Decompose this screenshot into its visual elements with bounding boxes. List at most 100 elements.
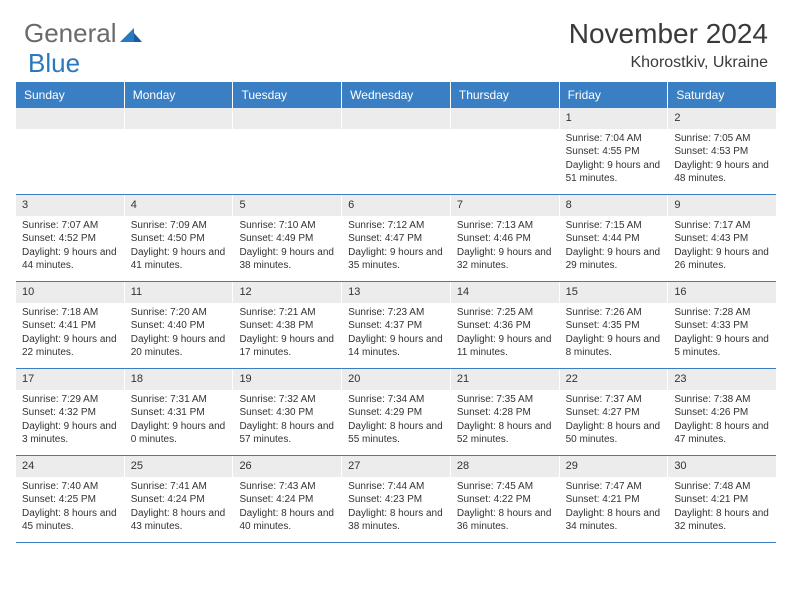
- sunrise-text: Sunrise: 7:47 AM: [566, 480, 662, 494]
- daylight-text: Daylight: 9 hours and 26 minutes.: [674, 246, 770, 273]
- daylight-text: Daylight: 9 hours and 29 minutes.: [566, 246, 662, 273]
- sunrise-text: Sunrise: 7:12 AM: [348, 219, 444, 233]
- day-cell-body: Sunrise: 7:41 AMSunset: 4:24 PMDaylight:…: [125, 477, 233, 540]
- sunset-text: Sunset: 4:41 PM: [22, 319, 118, 333]
- day-cell: 19Sunrise: 7:32 AMSunset: 4:30 PMDayligh…: [233, 369, 342, 455]
- weekday-header-row: Sunday Monday Tuesday Wednesday Thursday…: [16, 82, 776, 108]
- day-number: 28: [451, 456, 559, 477]
- day-cell-body: Sunrise: 7:25 AMSunset: 4:36 PMDaylight:…: [451, 303, 559, 366]
- day-number: 8: [560, 195, 668, 216]
- day-cell-body: Sunrise: 7:48 AMSunset: 4:21 PMDaylight:…: [668, 477, 776, 540]
- daylight-text: Daylight: 9 hours and 5 minutes.: [674, 333, 770, 360]
- day-cell: 27Sunrise: 7:44 AMSunset: 4:23 PMDayligh…: [342, 456, 451, 542]
- day-number: 4: [125, 195, 233, 216]
- day-cell: 28Sunrise: 7:45 AMSunset: 4:22 PMDayligh…: [451, 456, 560, 542]
- day-cell: 5Sunrise: 7:10 AMSunset: 4:49 PMDaylight…: [233, 195, 342, 281]
- sunset-text: Sunset: 4:50 PM: [131, 232, 227, 246]
- day-cell-body: Sunrise: 7:12 AMSunset: 4:47 PMDaylight:…: [342, 216, 450, 279]
- daylight-text: Daylight: 8 hours and 40 minutes.: [239, 507, 335, 534]
- daylight-text: Daylight: 9 hours and 41 minutes.: [131, 246, 227, 273]
- day-cell-body: Sunrise: 7:38 AMSunset: 4:26 PMDaylight:…: [668, 390, 776, 453]
- day-cell: 1Sunrise: 7:04 AMSunset: 4:55 PMDaylight…: [560, 108, 669, 194]
- sunrise-text: Sunrise: 7:20 AM: [131, 306, 227, 320]
- logo-triangle-icon: [120, 18, 142, 49]
- daylight-text: Daylight: 9 hours and 38 minutes.: [239, 246, 335, 273]
- day-cell: 8Sunrise: 7:15 AMSunset: 4:44 PMDaylight…: [560, 195, 669, 281]
- day-cell: 29Sunrise: 7:47 AMSunset: 4:21 PMDayligh…: [560, 456, 669, 542]
- weekday-header: Friday: [560, 82, 669, 108]
- sunrise-text: Sunrise: 7:10 AM: [239, 219, 335, 233]
- weeks-container: 1Sunrise: 7:04 AMSunset: 4:55 PMDaylight…: [16, 108, 776, 543]
- sunrise-text: Sunrise: 7:13 AM: [457, 219, 553, 233]
- day-cell-body: Sunrise: 7:10 AMSunset: 4:49 PMDaylight:…: [233, 216, 341, 279]
- day-cell-body: Sunrise: 7:28 AMSunset: 4:33 PMDaylight:…: [668, 303, 776, 366]
- sunset-text: Sunset: 4:36 PM: [457, 319, 553, 333]
- day-number: 18: [125, 369, 233, 390]
- sunrise-text: Sunrise: 7:40 AM: [22, 480, 118, 494]
- day-cell-body: Sunrise: 7:43 AMSunset: 4:24 PMDaylight:…: [233, 477, 341, 540]
- day-number: 19: [233, 369, 341, 390]
- sunset-text: Sunset: 4:44 PM: [566, 232, 662, 246]
- sunrise-text: Sunrise: 7:37 AM: [566, 393, 662, 407]
- weekday-header: Thursday: [451, 82, 560, 108]
- day-cell: 30Sunrise: 7:48 AMSunset: 4:21 PMDayligh…: [668, 456, 776, 542]
- sunrise-text: Sunrise: 7:38 AM: [674, 393, 770, 407]
- day-cell-body: Sunrise: 7:31 AMSunset: 4:31 PMDaylight:…: [125, 390, 233, 453]
- sunset-text: Sunset: 4:43 PM: [674, 232, 770, 246]
- day-cell-body: Sunrise: 7:32 AMSunset: 4:30 PMDaylight:…: [233, 390, 341, 453]
- daylight-text: Daylight: 9 hours and 20 minutes.: [131, 333, 227, 360]
- day-number: 22: [560, 369, 668, 390]
- day-number: 11: [125, 282, 233, 303]
- day-number: 10: [16, 282, 124, 303]
- logo-text-general: General: [24, 18, 117, 49]
- week-row: 10Sunrise: 7:18 AMSunset: 4:41 PMDayligh…: [16, 282, 776, 369]
- sunset-text: Sunset: 4:46 PM: [457, 232, 553, 246]
- sunrise-text: Sunrise: 7:28 AM: [674, 306, 770, 320]
- day-number-empty: [451, 108, 559, 129]
- sunset-text: Sunset: 4:21 PM: [566, 493, 662, 507]
- day-cell: 11Sunrise: 7:20 AMSunset: 4:40 PMDayligh…: [125, 282, 234, 368]
- day-cell-body: Sunrise: 7:07 AMSunset: 4:52 PMDaylight:…: [16, 216, 124, 279]
- sunrise-text: Sunrise: 7:17 AM: [674, 219, 770, 233]
- day-cell: [16, 108, 125, 194]
- day-cell: 24Sunrise: 7:40 AMSunset: 4:25 PMDayligh…: [16, 456, 125, 542]
- day-cell: 7Sunrise: 7:13 AMSunset: 4:46 PMDaylight…: [451, 195, 560, 281]
- day-cell: 14Sunrise: 7:25 AMSunset: 4:36 PMDayligh…: [451, 282, 560, 368]
- sunset-text: Sunset: 4:24 PM: [239, 493, 335, 507]
- daylight-text: Daylight: 8 hours and 38 minutes.: [348, 507, 444, 534]
- sunset-text: Sunset: 4:35 PM: [566, 319, 662, 333]
- day-number-empty: [342, 108, 450, 129]
- week-row: 1Sunrise: 7:04 AMSunset: 4:55 PMDaylight…: [16, 108, 776, 195]
- sunset-text: Sunset: 4:49 PM: [239, 232, 335, 246]
- day-cell-body: Sunrise: 7:21 AMSunset: 4:38 PMDaylight:…: [233, 303, 341, 366]
- sunrise-text: Sunrise: 7:43 AM: [239, 480, 335, 494]
- sunset-text: Sunset: 4:33 PM: [674, 319, 770, 333]
- day-cell-body: Sunrise: 7:04 AMSunset: 4:55 PMDaylight:…: [560, 129, 668, 192]
- day-cell-body: Sunrise: 7:15 AMSunset: 4:44 PMDaylight:…: [560, 216, 668, 279]
- week-row: 3Sunrise: 7:07 AMSunset: 4:52 PMDaylight…: [16, 195, 776, 282]
- daylight-text: Daylight: 9 hours and 14 minutes.: [348, 333, 444, 360]
- sunrise-text: Sunrise: 7:48 AM: [674, 480, 770, 494]
- daylight-text: Daylight: 9 hours and 3 minutes.: [22, 420, 118, 447]
- day-cell: [233, 108, 342, 194]
- day-number: 24: [16, 456, 124, 477]
- day-cell: 13Sunrise: 7:23 AMSunset: 4:37 PMDayligh…: [342, 282, 451, 368]
- daylight-text: Daylight: 8 hours and 52 minutes.: [457, 420, 553, 447]
- sunrise-text: Sunrise: 7:41 AM: [131, 480, 227, 494]
- day-number: 1: [560, 108, 668, 129]
- day-cell: 10Sunrise: 7:18 AMSunset: 4:41 PMDayligh…: [16, 282, 125, 368]
- logo-text-blue: Blue: [28, 48, 80, 79]
- day-cell: 2Sunrise: 7:05 AMSunset: 4:53 PMDaylight…: [668, 108, 776, 194]
- day-cell-body: Sunrise: 7:20 AMSunset: 4:40 PMDaylight:…: [125, 303, 233, 366]
- day-number: 3: [16, 195, 124, 216]
- sunrise-text: Sunrise: 7:09 AM: [131, 219, 227, 233]
- weekday-header: Saturday: [668, 82, 776, 108]
- sunset-text: Sunset: 4:55 PM: [566, 145, 662, 159]
- day-cell-body: Sunrise: 7:34 AMSunset: 4:29 PMDaylight:…: [342, 390, 450, 453]
- day-cell: 21Sunrise: 7:35 AMSunset: 4:28 PMDayligh…: [451, 369, 560, 455]
- sunset-text: Sunset: 4:22 PM: [457, 493, 553, 507]
- day-number: 12: [233, 282, 341, 303]
- sunrise-text: Sunrise: 7:29 AM: [22, 393, 118, 407]
- day-number-empty: [233, 108, 341, 129]
- day-number: 27: [342, 456, 450, 477]
